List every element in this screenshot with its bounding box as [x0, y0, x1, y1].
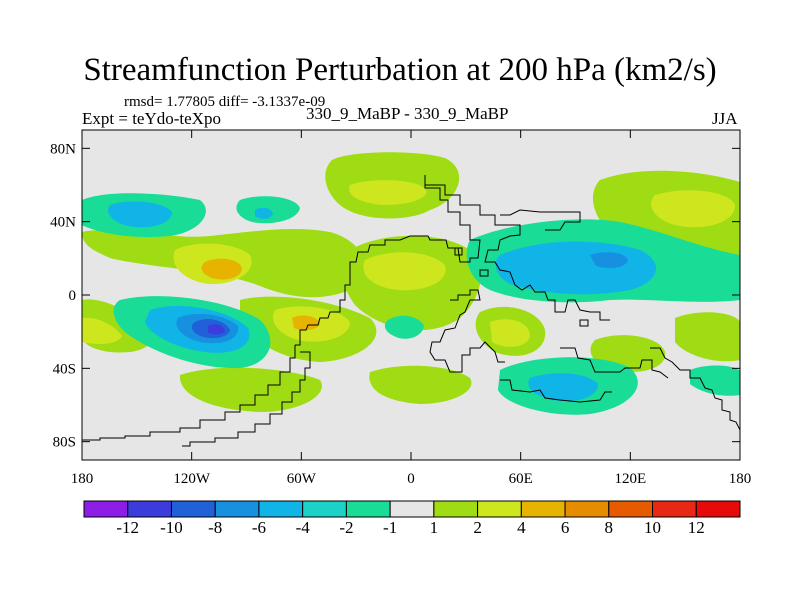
colorbar-swatch — [695, 500, 741, 518]
contour-fields — [82, 152, 740, 415]
x-tick-label: 180 — [729, 471, 752, 487]
colorbar-swatch — [652, 500, 697, 518]
colorbar-label: 12 — [688, 518, 705, 537]
colorbar-label: 2 — [473, 518, 482, 537]
x-tick-label: 180 — [71, 471, 94, 487]
coastline-americas-north — [295, 175, 481, 346]
contour-yellow-north-asia — [651, 190, 736, 228]
colorbar-swatch — [214, 500, 260, 518]
colorbar-swatch — [608, 500, 654, 518]
x-tick-label: 120W — [173, 471, 211, 487]
y-tick-label: 40N — [50, 215, 76, 231]
experiment-label: Expt = teYdo-teXpo — [82, 109, 221, 128]
colorbar-swatch — [564, 500, 610, 518]
y-tick-label: 0 — [69, 288, 77, 304]
x-tick-label: 120E — [614, 471, 646, 487]
coastline-antarctic-mid — [500, 379, 612, 403]
colorbar-swatch — [170, 500, 216, 518]
colorbar-swatch — [433, 500, 479, 518]
colorbar-label: 4 — [517, 518, 526, 537]
colorbar-label: -10 — [160, 518, 183, 537]
contour-yellow-north-atlantic — [349, 180, 427, 205]
colorbar-swatch — [258, 500, 304, 518]
colorbar-swatch — [127, 500, 172, 518]
contour-green-south-pacific-2 — [179, 367, 322, 412]
colorbar-label: -12 — [116, 518, 139, 537]
colorbar-label: 1 — [430, 518, 439, 537]
x-tick-label: 60W — [287, 471, 317, 487]
coastlines — [82, 175, 740, 447]
contour-orange-south-pacific — [292, 315, 320, 331]
colorbar-label: 6 — [561, 518, 570, 537]
contour-blue-asia — [590, 252, 628, 268]
coastline-small-islands — [454, 247, 589, 327]
colorbar-label: -1 — [383, 518, 397, 537]
colorbar-label: -8 — [208, 518, 222, 537]
contour-cyan-southern-ocean — [528, 373, 598, 402]
coastline-antarctic-east — [650, 347, 740, 431]
colorbar-label: -6 — [252, 518, 266, 537]
coastline-asia-north — [500, 209, 581, 231]
contour-green-south-atlantic — [369, 365, 472, 404]
coastline-eurasia — [484, 224, 610, 321]
contour-deepblue-south-pacific — [208, 324, 225, 335]
colorbar-swatch — [83, 500, 129, 518]
season-label: JJA — [712, 109, 738, 128]
y-tick-label: 80S — [53, 435, 76, 451]
contour-lightblue-south-atlantic-small — [384, 315, 424, 339]
coastline-africa — [429, 289, 505, 373]
runs-label: 330_9_MaBP - 330_9_MaBP — [306, 104, 509, 123]
colorbar-swatch — [520, 500, 566, 518]
contour-cyan-north-small — [255, 207, 273, 219]
axes: 180 120W 60W 0 60E 120E 180 80N 40N 0 40S 80S — [50, 130, 751, 487]
colorbar-label: 8 — [605, 518, 614, 537]
contour-cyan-north-pacific — [108, 201, 172, 228]
coastline-australia — [560, 347, 669, 379]
contour-cyan-asia — [495, 241, 657, 295]
colorbar-swatch — [477, 500, 522, 518]
contour-green-west-pacific — [675, 312, 740, 362]
colorbar-swatch — [302, 500, 347, 518]
y-tick-label: 80N — [50, 141, 76, 157]
coastline-south-america — [82, 345, 296, 441]
contour-yellow-far-west — [82, 317, 122, 344]
colorbar: -12 -10 -8 -6 -4 -2 -1 1 2 4 6 8 10 12 — [83, 500, 741, 537]
stats-label: rmsd= 1.77805 diff= -3.1337e-09 — [124, 94, 326, 110]
colorbar-label: -4 — [296, 518, 311, 537]
colorbar-swatch — [345, 500, 391, 518]
contour-orange-east-pacific — [201, 258, 242, 280]
contour-yellow-atlantic — [363, 252, 446, 291]
colorbar-label: 10 — [644, 518, 661, 537]
contour-lightblue-far-east — [690, 365, 740, 396]
y-tick-label: 40S — [53, 361, 76, 377]
coastline-south-america-east — [182, 351, 311, 447]
coastline-north-top — [424, 175, 510, 226]
x-tick-label: 0 — [407, 471, 415, 487]
colorbar-swatch — [389, 500, 435, 518]
chart-title: Streamfunction Perturbation at 200 hPa (… — [83, 52, 717, 88]
colorbar-label: -2 — [339, 518, 353, 537]
contour-yellow-indian — [490, 319, 530, 347]
x-tick-label: 60E — [509, 471, 533, 487]
